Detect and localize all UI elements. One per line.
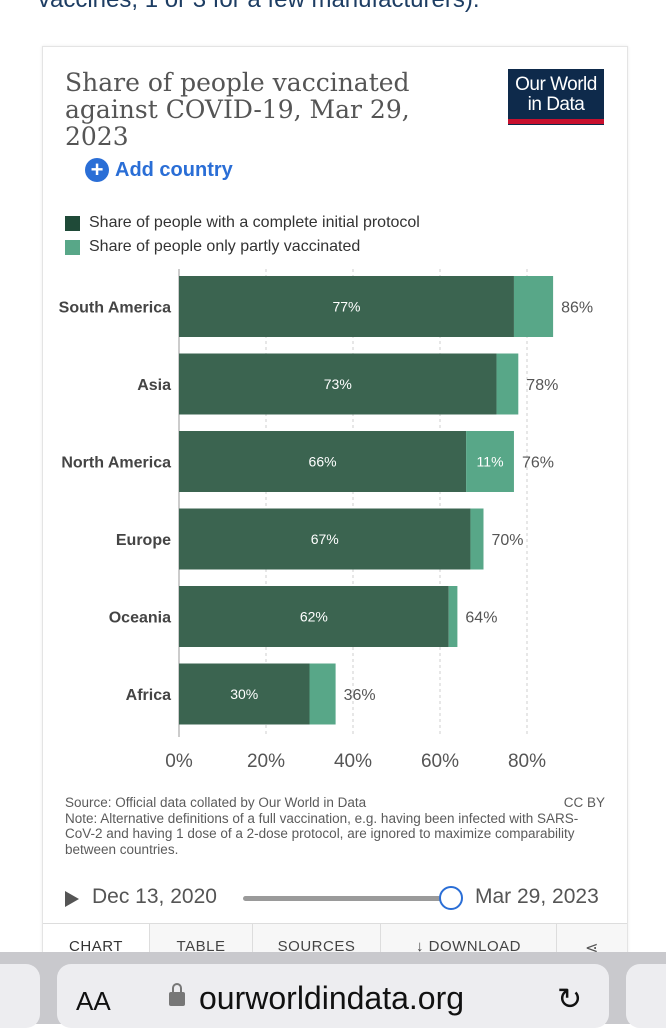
logo-accent-bar (508, 119, 604, 124)
data-label-total: 64% (465, 610, 497, 627)
category-label: Oceania (109, 610, 171, 627)
bar-partial[interactable] (466, 431, 514, 492)
lock-icon (169, 983, 185, 1008)
bar-chart: 0% 20% 40% 60% 80% South America 77% 86% Asia 73%… (59, 269, 593, 772)
add-country-button[interactable]: + Add country (85, 158, 233, 182)
data-label-total: 36% (344, 687, 376, 704)
x-tick-label: 80% (508, 751, 546, 772)
category-label: Europe (116, 532, 171, 549)
legend-label-partial: Share of people only partly vaccinated (89, 238, 361, 255)
tab-bar: CHART TABLE SOURCES ↓ DOWNLOAD ⋖ (43, 923, 627, 954)
timeline-start-date: Dec 13, 2020 (92, 885, 217, 908)
owid-logo[interactable]: Our World in Data (508, 69, 604, 125)
source-text: Source: Official data collated by Our Wo… (65, 795, 367, 810)
share-icon: ⋖ (585, 940, 599, 954)
url-text[interactable]: ourworldindata.org (199, 980, 465, 1016)
x-tick-label: 60% (421, 751, 459, 772)
x-tick-label: 0% (165, 751, 193, 772)
legend-label-complete: Share of people with a complete initial … (89, 214, 420, 231)
note-text: Note: Alternative definitions of a full … (65, 810, 579, 857)
data-label-complete: 67% (311, 531, 339, 547)
data-label-complete: 62% (300, 609, 328, 625)
category-label: Africa (126, 687, 171, 704)
add-country-label: Add country (115, 158, 233, 181)
legend-item-partial[interactable]: Share of people only partly vaccinated (65, 235, 420, 259)
timeline-end-date: Mar 29, 2023 (475, 885, 599, 908)
timeline: Dec 13, 2020 Mar 29, 2023 (65, 883, 605, 913)
category-label: North America (61, 455, 171, 472)
category-label: South America (59, 300, 171, 317)
bar-complete[interactable] (179, 508, 471, 570)
x-tick-label: 40% (334, 751, 372, 772)
plus-circle-icon: + (85, 158, 109, 182)
browser-toolbar: AA ourworldindata.org ↻ (0, 952, 666, 1028)
data-label-complete: 77% (332, 299, 360, 315)
tab-download[interactable]: ↓ DOWNLOAD (380, 924, 556, 954)
data-label-complete: 30% (230, 686, 258, 702)
data-label-complete: 66% (309, 454, 337, 470)
address-bar[interactable]: AA ourworldindata.org ↻ (57, 964, 609, 1028)
x-tick-label: 20% (247, 751, 285, 772)
bar-partial[interactable] (448, 586, 458, 647)
tab-table[interactable]: TABLE (149, 924, 252, 954)
bar-complete[interactable] (179, 663, 310, 725)
timeline-track[interactable] (243, 896, 453, 901)
data-label-total: 86% (561, 300, 593, 317)
chart-footer: Source: Official data collated by Our Wo… (65, 795, 605, 857)
timeline-handle[interactable] (439, 886, 463, 910)
reload-icon[interactable]: ↻ (557, 983, 583, 1016)
text-size-button[interactable]: AA (76, 986, 111, 1016)
legend-swatch-complete (65, 215, 80, 231)
data-label-partial: 11% (477, 454, 504, 470)
previous-tab-pill[interactable] (0, 964, 40, 1028)
bar-partial[interactable] (309, 663, 336, 725)
tab-sources[interactable]: SOURCES (252, 924, 380, 954)
data-label-complete: 73% (324, 376, 352, 392)
legend-swatch-partial (65, 239, 80, 255)
license-link[interactable]: CC BY (563, 795, 605, 810)
tab-share[interactable]: ⋖ (556, 924, 627, 954)
category-label: Asia (137, 377, 171, 394)
data-label-total: 76% (522, 455, 554, 472)
bar-partial[interactable] (513, 276, 554, 337)
data-label-total: 78% (526, 377, 558, 394)
play-icon[interactable] (65, 891, 79, 907)
bar-complete[interactable] (179, 586, 449, 647)
logo-line-1: Our World (515, 74, 597, 95)
bar-complete[interactable] (179, 276, 514, 337)
chart-card: Share of people vaccinated against COVID… (42, 46, 628, 954)
logo-line-2: in Data (527, 94, 585, 115)
tab-chart[interactable]: CHART (43, 924, 149, 954)
bar-complete[interactable] (179, 353, 497, 415)
legend: Share of people with a complete initial … (65, 211, 420, 259)
bar-complete[interactable] (179, 431, 467, 492)
legend-item-complete[interactable]: Share of people with a complete initial … (65, 211, 420, 235)
next-tab-pill[interactable] (626, 964, 666, 1028)
article-text-snippet: vaccines, 1 or 3 for a few manufacturers… (38, 0, 480, 14)
data-label-total: 70% (492, 532, 524, 549)
bar-partial[interactable] (470, 508, 484, 570)
chart-title: Share of people vaccinated against COVID… (65, 68, 410, 151)
bar-partial[interactable] (496, 353, 519, 415)
